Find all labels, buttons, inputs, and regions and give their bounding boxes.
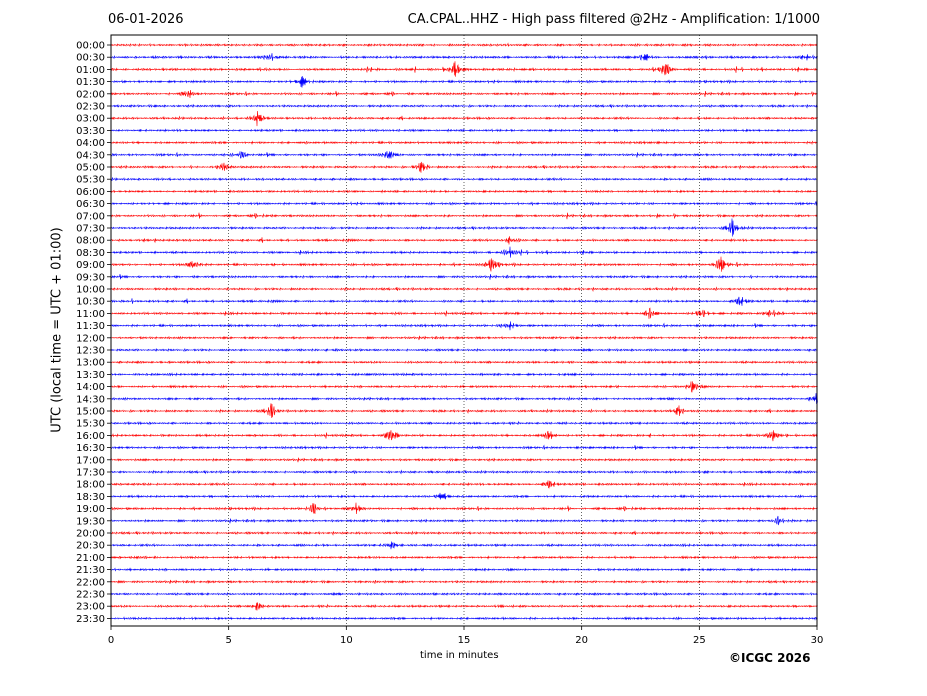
x-tick-label: 5 bbox=[225, 635, 231, 646]
y-tick-label: 03:30 bbox=[76, 126, 105, 137]
y-tick-label: 06:30 bbox=[76, 199, 105, 210]
y-tick-label: 15:00 bbox=[76, 407, 105, 418]
x-axis-label: time in minutes bbox=[420, 650, 499, 661]
trace-0400 bbox=[110, 140, 818, 146]
trace-1730 bbox=[110, 469, 818, 475]
y-tick-label: 04:30 bbox=[76, 150, 105, 161]
x-tick-label: 25 bbox=[693, 635, 706, 646]
y-tick-label: 07:30 bbox=[76, 224, 105, 235]
trace-1930 bbox=[110, 515, 818, 526]
trace-1130 bbox=[110, 321, 818, 331]
x-axis-ticks: 0 5 10 15 20 25 30 bbox=[108, 626, 824, 646]
y-tick-label: 07:00 bbox=[76, 211, 105, 222]
y-tick-label: 03:00 bbox=[76, 114, 105, 125]
y-tick-label: 18:00 bbox=[76, 480, 105, 491]
vertical-gridlines bbox=[228, 35, 700, 626]
trace-1500 bbox=[110, 403, 818, 418]
y-tick-label: 12:30 bbox=[76, 346, 105, 357]
x-tick-label: 15 bbox=[458, 635, 471, 646]
plot-frame bbox=[110, 34, 818, 627]
trace-1200 bbox=[110, 335, 818, 341]
y-tick-label: 15:30 bbox=[76, 419, 105, 430]
y-tick-label: 05:30 bbox=[76, 175, 105, 186]
chart-title: CA.CPAL..HHZ - High pass filtered @2Hz -… bbox=[407, 12, 820, 27]
y-tick-label: 08:00 bbox=[76, 236, 105, 247]
trace-0000 bbox=[110, 42, 818, 48]
y-tick-label: 22:00 bbox=[76, 577, 105, 588]
y-tick-label: 02:00 bbox=[76, 89, 105, 100]
y-tick-label: 01:30 bbox=[76, 77, 105, 88]
trace-1100 bbox=[110, 307, 818, 319]
y-tick-label: 14:00 bbox=[76, 382, 105, 393]
trace-2300 bbox=[110, 602, 818, 611]
y-tick-label: 18:30 bbox=[76, 492, 105, 503]
trace-0630 bbox=[110, 201, 818, 207]
x-tick-label: 10 bbox=[340, 635, 353, 646]
y-tick-label: 00:00 bbox=[76, 41, 105, 52]
y-tick-label: 22:30 bbox=[76, 590, 105, 601]
trace-0930 bbox=[110, 274, 818, 280]
y-tick-label: 09:00 bbox=[76, 260, 105, 271]
trace-0800 bbox=[110, 236, 818, 245]
y-tick-label: 08:30 bbox=[76, 248, 105, 259]
y-tick-label: 17:30 bbox=[76, 468, 105, 479]
trace-0830 bbox=[110, 246, 818, 258]
trace-0600 bbox=[110, 189, 818, 194]
y-tick-label: 05:00 bbox=[76, 163, 105, 174]
trace-0300 bbox=[110, 111, 818, 127]
trace-0200 bbox=[110, 90, 818, 98]
trace-1030 bbox=[110, 296, 818, 306]
y-tick-label: 23:30 bbox=[76, 614, 105, 625]
trace-0130 bbox=[110, 76, 818, 88]
y-tick-label: 06:00 bbox=[76, 187, 105, 198]
y-tick-label: 16:30 bbox=[76, 443, 105, 454]
trace-0900 bbox=[110, 256, 818, 272]
y-tick-label: 11:30 bbox=[76, 321, 105, 332]
y-tick-label: 09:30 bbox=[76, 272, 105, 283]
y-tick-label: 16:00 bbox=[76, 431, 105, 442]
y-tick-label: 20:30 bbox=[76, 541, 105, 552]
trace-1700 bbox=[110, 457, 818, 463]
trace-1530 bbox=[110, 420, 818, 426]
x-tick-label: 20 bbox=[575, 635, 588, 646]
y-tick-label: 00:30 bbox=[76, 53, 105, 64]
trace-1600 bbox=[110, 430, 818, 442]
y-tick-label: 13:00 bbox=[76, 358, 105, 369]
y-tick-label: 17:00 bbox=[76, 455, 105, 466]
trace-1000 bbox=[110, 286, 818, 292]
copyright-label: ©ICGC 2026 bbox=[729, 651, 811, 665]
y-tick-label: 04:00 bbox=[76, 138, 105, 149]
x-tick-label: 0 bbox=[108, 635, 114, 646]
trace-1230 bbox=[110, 347, 818, 353]
y-tick-label: 13:30 bbox=[76, 370, 105, 381]
trace-2230 bbox=[110, 591, 818, 597]
y-tick-label: 10:30 bbox=[76, 297, 105, 308]
y-tick-label: 10:00 bbox=[76, 285, 105, 296]
y-tick-label: 01:00 bbox=[76, 65, 105, 76]
trace-1830 bbox=[110, 492, 818, 500]
trace-2000 bbox=[110, 530, 818, 536]
y-tick-label: 19:00 bbox=[76, 504, 105, 515]
y-tick-label: 21:00 bbox=[76, 553, 105, 564]
trace-0430 bbox=[110, 151, 818, 159]
trace-0030 bbox=[110, 53, 818, 61]
y-tick-label: 20:00 bbox=[76, 529, 105, 540]
date-label: 06-01-2026 bbox=[108, 12, 184, 27]
trace-1630 bbox=[110, 444, 818, 450]
trace-0230 bbox=[110, 103, 818, 109]
y-tick-label: 02:30 bbox=[76, 102, 105, 113]
y-axis-label: UTC (local time = UTC + 01:00) bbox=[49, 227, 65, 433]
y-tick-label: 11:00 bbox=[76, 309, 105, 320]
y-tick-label: 12:00 bbox=[76, 333, 105, 344]
y-tick-label: 14:30 bbox=[76, 394, 105, 405]
trace-1800 bbox=[110, 480, 818, 489]
trace-2330 bbox=[110, 616, 818, 621]
y-tick-label: 23:00 bbox=[76, 602, 105, 613]
y-tick-label: 19:30 bbox=[76, 516, 105, 527]
x-tick-label: 30 bbox=[811, 635, 824, 646]
y-tick-label: 21:30 bbox=[76, 565, 105, 576]
plot-border bbox=[110, 34, 818, 627]
